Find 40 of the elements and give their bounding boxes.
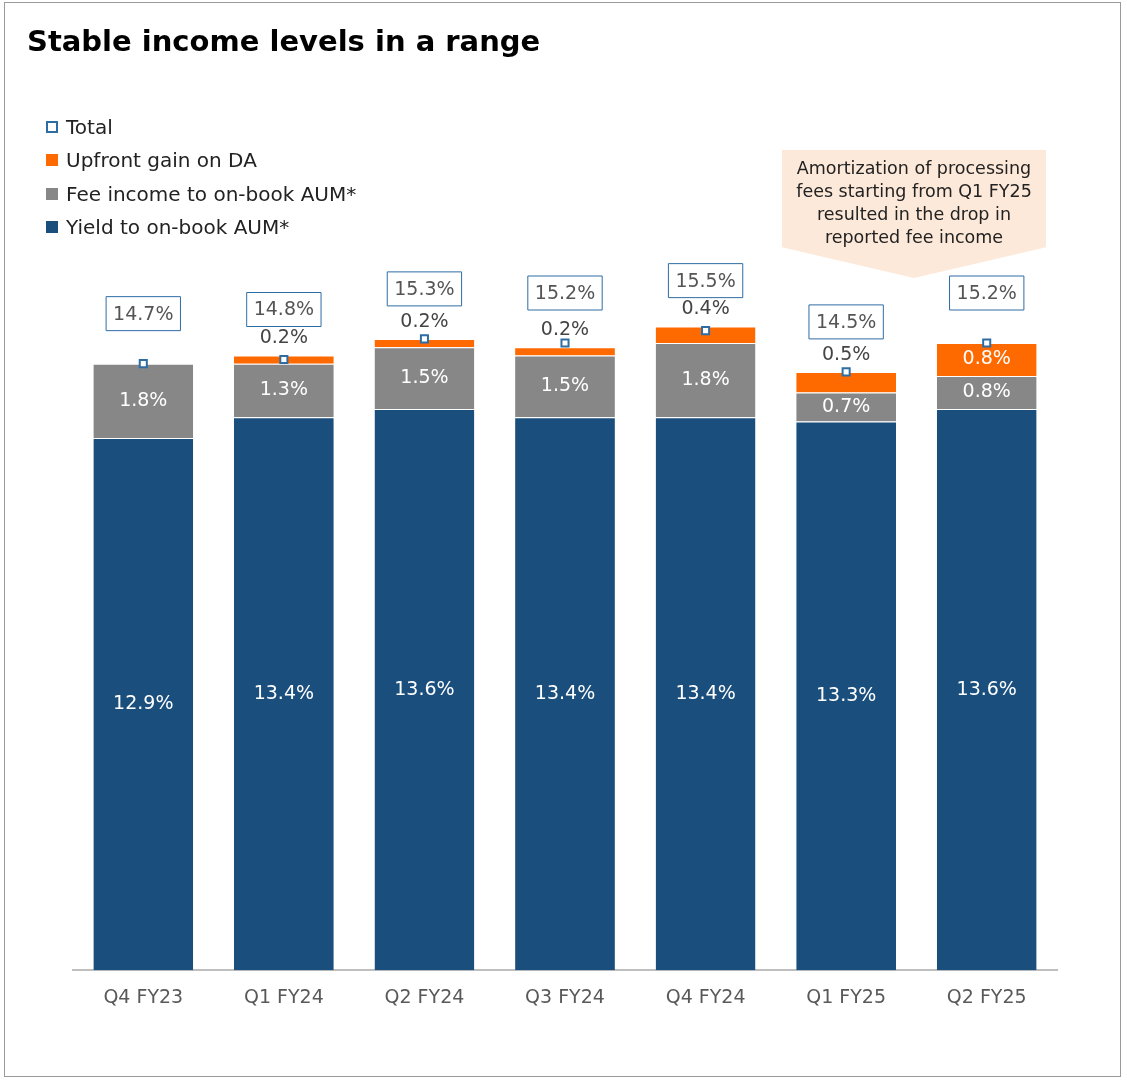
data-label: 13.4%: [534, 680, 596, 703]
data-label: 13.6%: [394, 676, 455, 699]
x-tick-label: Q2 FY24: [384, 984, 465, 1007]
data-label: 0.2%: [400, 308, 449, 331]
data-label: 1.8%: [681, 367, 730, 390]
data-label: 15.2%: [956, 280, 1017, 303]
data-label: 0.8%: [962, 346, 1011, 369]
legend-label: Yield to on-book AUM*: [66, 215, 290, 240]
text: Stable income levels in a range: [27, 24, 541, 58]
data-label: 15.3%: [394, 276, 455, 299]
data-label: 1.5%: [540, 373, 590, 396]
data-label: 12.9%: [113, 690, 174, 713]
data-label: 14.8%: [253, 297, 315, 320]
annotation: Amortization of processing fees starting from Q1 FY25 resulted in the drop in reported fee income: [795, 157, 1033, 249]
data-label: 0.5%: [822, 341, 871, 364]
legend-label: Upfront gain on DA: [66, 148, 257, 173]
data-label: 0.4%: [681, 296, 730, 319]
x-tick-label: Q1 FY24: [243, 984, 324, 1007]
x-tick-label: Q1 FY25: [806, 984, 887, 1007]
data-label: 13.4%: [253, 680, 315, 703]
x-tick-label: Q4 FY24: [665, 984, 746, 1007]
legend-label: Total: [66, 114, 113, 139]
data-label: 13.6%: [956, 676, 1017, 699]
x-tick-label: Q2 FY25: [946, 984, 1027, 1007]
data-label: 15.5%: [675, 268, 736, 291]
data-label: 1.3%: [259, 377, 308, 400]
x-tick-label: Q4 FY23: [103, 984, 184, 1007]
data-label: 14.7%: [113, 301, 174, 324]
data-label: 0.2%: [540, 317, 590, 340]
legend-label: Fee income to on-book AUM*: [66, 181, 357, 206]
data-label: 0.2%: [259, 325, 308, 348]
data-label: 15.2%: [534, 280, 596, 303]
x-tick-label: Q3 FY24: [525, 984, 605, 1007]
data-label: 0.7%: [822, 393, 871, 416]
data-label: 1.8%: [119, 387, 168, 410]
data-label: 0.8%: [962, 379, 1011, 402]
data-label: 14.5%: [815, 309, 877, 332]
data-label: 13.4%: [675, 680, 736, 703]
data-label: 1.5%: [400, 365, 449, 388]
data-label: 13.3%: [815, 682, 877, 705]
